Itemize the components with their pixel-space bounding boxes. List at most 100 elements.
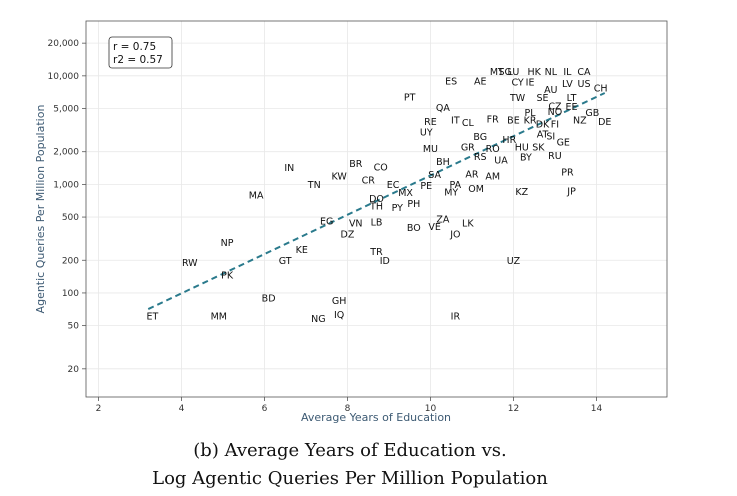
country-label-gh: GH	[332, 296, 347, 307]
country-label-mm: MM	[211, 312, 227, 323]
y-tick-label: 50	[68, 322, 80, 332]
country-label-us: US	[578, 79, 591, 90]
country-label-mx: MX	[398, 188, 413, 199]
x-tick-label: 12	[508, 404, 519, 414]
country-label-hk: HK	[528, 67, 542, 78]
country-label-do: DO	[369, 194, 384, 205]
y-tick-label: 20	[68, 365, 80, 375]
country-label-bo: BO	[407, 223, 421, 234]
country-label-cl: CL	[462, 118, 475, 129]
country-label-sa: SA	[428, 170, 441, 181]
country-label-ch: CH	[594, 84, 608, 95]
country-label-vn: VN	[349, 219, 363, 230]
grid-lines	[86, 21, 667, 397]
y-axis-label: Agentic Queries Per Million Population	[34, 105, 47, 314]
country-label-gb: GB	[585, 108, 599, 119]
y-tick-label: 2,000	[53, 148, 79, 158]
country-label-hu: HU	[515, 143, 529, 154]
country-label-no: NO	[548, 107, 563, 118]
y-tick-label: 10,000	[48, 72, 80, 82]
country-label-nl: NL	[545, 67, 558, 78]
axis-ticks: 2 4 6 8 10 12 14 20 50 100 200 500 1,000 2,000 5,000 10…	[48, 39, 603, 414]
country-label-pl: PL	[525, 108, 537, 119]
country-label-ng: NG	[311, 314, 325, 325]
x-tick-label: 8	[345, 404, 351, 414]
country-label-si: SI	[546, 131, 555, 142]
country-label-cy: CY	[511, 77, 523, 88]
x-tick-label: 4	[179, 404, 185, 414]
country-label-id: ID	[380, 256, 390, 267]
y-tick-label: 20,000	[48, 39, 80, 49]
country-label-am: AM	[485, 171, 500, 182]
country-label-re: RE	[424, 117, 437, 128]
country-label-th: TH	[369, 202, 383, 213]
stats-box: r = 0.75 r2 = 0.57	[108, 36, 173, 69]
country-label-cz: CZ	[548, 101, 562, 112]
country-label-mt: MT	[490, 67, 504, 78]
country-label-eg: EG	[320, 216, 333, 227]
x-tick-label: 2	[96, 404, 102, 414]
country-label-gt: GT	[279, 256, 292, 267]
country-label-uy: UY	[420, 127, 433, 138]
country-label-lk: LK	[462, 219, 474, 230]
country-label-om: OM	[468, 184, 484, 195]
country-label-pt: PT	[404, 92, 416, 103]
country-label-es: ES	[445, 76, 457, 87]
stat-r2: r2 = 0.57	[113, 54, 163, 66]
country-label-cr: CR	[362, 175, 376, 186]
country-label-ma: MA	[249, 190, 264, 201]
country-label-lb: LB	[371, 218, 383, 229]
country-label-by: BY	[520, 153, 532, 164]
y-tick-label: 500	[62, 213, 79, 223]
country-label-il: IL	[563, 67, 572, 78]
country-label-ec: EC	[387, 180, 400, 191]
country-label-pk: PK	[221, 271, 234, 282]
country-label-ie: IE	[526, 77, 535, 88]
country-label-sg: SG	[498, 67, 511, 78]
caption-line-1: (b) Average Years of Education vs.	[193, 440, 506, 461]
country-label-ru: RU	[548, 151, 562, 162]
country-label-np: NP	[221, 238, 234, 249]
plot-area-frame	[85, 20, 668, 398]
country-label-tw: TW	[509, 93, 526, 104]
country-label-ae: AE	[474, 76, 487, 87]
country-label-hr: HR	[502, 135, 516, 146]
country-label-ir: IR	[451, 312, 461, 323]
country-label-lv: LV	[562, 79, 573, 90]
trend-line-group	[147, 92, 606, 310]
country-label-in: IN	[284, 163, 294, 174]
country-label-pa: PA	[450, 180, 462, 191]
country-label-qa: QA	[436, 103, 450, 114]
country-label-et: ET	[146, 312, 158, 323]
country-label-de: DE	[598, 117, 611, 128]
country-label-br: BR	[349, 159, 363, 170]
y-tick-label: 5,000	[53, 105, 79, 115]
country-label-uz: UZ	[507, 256, 521, 267]
country-label-rw: RW	[182, 258, 198, 269]
country-label-ro: RO	[486, 144, 500, 155]
country-label-ph: PH	[407, 199, 420, 210]
country-label-sk: SK	[532, 143, 545, 154]
y-tick-label: 1,000	[53, 180, 79, 190]
y-tick-label: 100	[62, 289, 79, 299]
country-label-ua: UA	[494, 155, 508, 166]
country-label-gr: GR	[461, 143, 475, 154]
country-label-lu: LU	[508, 67, 520, 78]
country-label-ke: KE	[296, 245, 308, 256]
country-label-dk: DK	[536, 119, 550, 130]
country-label-my: MY	[444, 188, 458, 199]
country-label-bg: BG	[473, 132, 487, 143]
country-label-kr: KR	[524, 116, 537, 127]
country-label-za: ZA	[436, 214, 450, 225]
country-label-nz: NZ	[573, 116, 587, 127]
country-label-iq: IQ	[334, 310, 344, 321]
country-label-kz: KZ	[515, 187, 528, 198]
caption-line-2: Log Agentic Queries Per Million Populati…	[152, 468, 548, 489]
country-label-bd: BD	[262, 293, 276, 304]
country-label-ee: EE	[566, 102, 578, 113]
country-label-fi: FI	[551, 119, 559, 130]
trend-line	[147, 92, 606, 310]
country-label-lt: LT	[567, 93, 577, 104]
